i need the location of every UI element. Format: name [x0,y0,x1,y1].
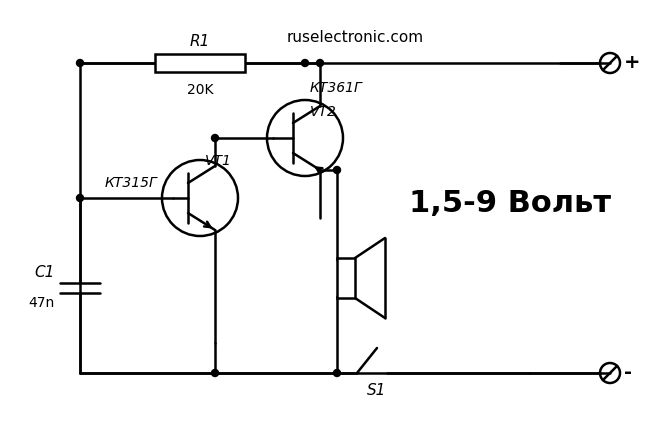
Text: КТ315Г: КТ315Г [104,176,157,190]
Text: VT2: VT2 [310,105,337,119]
Circle shape [317,59,323,67]
Text: -: - [624,363,632,382]
Text: 47n: 47n [29,296,55,310]
Bar [337,258,355,298]
Text: C1: C1 [35,265,55,280]
Text: КТ361Г: КТ361Г [310,81,363,95]
Text: ruselectronic.com: ruselectronic.com [286,30,423,45]
Text: R1: R1 [190,34,210,49]
Circle shape [333,369,341,377]
Text: 1,5-9 Вольт: 1,5-9 Вольт [409,188,611,217]
Circle shape [77,194,83,201]
Circle shape [212,369,218,377]
Text: +: + [624,54,640,72]
Text: S1: S1 [368,383,386,398]
Circle shape [77,59,83,67]
Text: VT1: VT1 [205,154,232,168]
Circle shape [333,167,341,174]
Circle shape [212,135,218,142]
Text: 20K: 20K [187,83,213,97]
Circle shape [302,59,308,67]
Bar [155,54,245,72]
